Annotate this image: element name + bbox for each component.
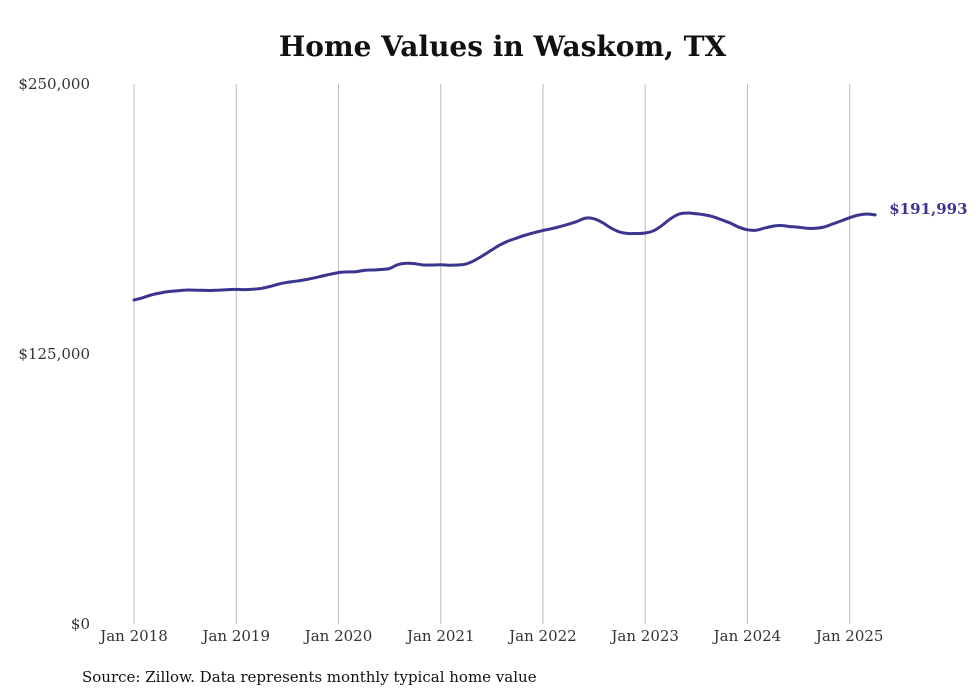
x-tick-label: Jan 2022 bbox=[507, 627, 577, 645]
x-tick-label: Jan 2025 bbox=[814, 627, 884, 645]
chart-title: Home Values in Waskom, TX bbox=[278, 30, 727, 63]
gridlines bbox=[133, 84, 851, 624]
source-note: Source: Zillow. Data represents monthly … bbox=[82, 668, 537, 686]
y-tick-label: $125,000 bbox=[18, 345, 90, 363]
x-tick-label: Jan 2020 bbox=[303, 627, 373, 645]
y-axis-ticks: $0 $125,000 $250,000 bbox=[18, 75, 90, 633]
x-tick-label: Jan 2018 bbox=[98, 627, 168, 645]
x-tick-label: Jan 2023 bbox=[609, 627, 679, 645]
end-value-label: $191,993 bbox=[889, 200, 967, 218]
series-line bbox=[132, 211, 877, 302]
x-tick-label: Jan 2021 bbox=[405, 627, 475, 645]
y-tick-label: $0 bbox=[71, 615, 90, 633]
x-axis-ticks: Jan 2018 Jan 2019 Jan 2020 Jan 2021 Jan 2022… bbox=[98, 627, 883, 645]
y-tick-label: $250,000 bbox=[18, 75, 90, 93]
x-tick-label: Jan 2019 bbox=[200, 627, 270, 645]
x-tick-label: Jan 2024 bbox=[712, 627, 782, 645]
